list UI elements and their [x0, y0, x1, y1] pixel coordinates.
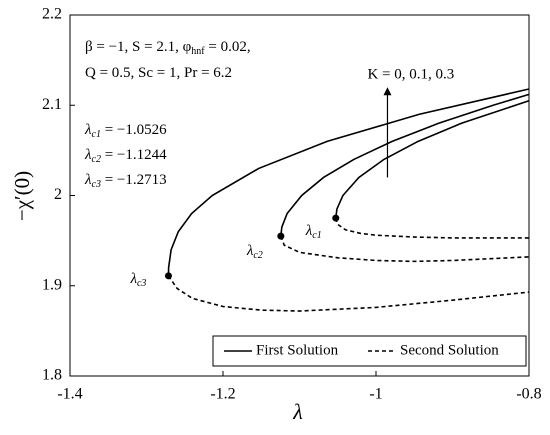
curve: [334, 217, 529, 239]
parameter-line: β = −1, S = 2.1, φhnf = 0.02,: [85, 39, 251, 57]
parameter-line: Q = 0.5, Sc = 1, Pr = 6.2: [85, 65, 232, 81]
legend-label: Second Solution: [400, 342, 499, 358]
y-tick-label: 2.1: [42, 96, 62, 113]
arrow-label: K = 0, 0.1, 0.3: [367, 67, 454, 83]
critical-sub: c1: [312, 230, 321, 241]
note-value: = −1.2713: [101, 172, 167, 188]
critical-sub: c2: [253, 250, 262, 261]
y-tick-label: 2: [54, 186, 62, 203]
note-value: = −1.1244: [101, 147, 167, 163]
critical-point: [332, 214, 340, 222]
note-sub: c2: [92, 154, 101, 165]
curve: [280, 235, 530, 263]
y-tick-label: 1.9: [42, 276, 62, 293]
critical-label: λc3: [129, 271, 146, 289]
x-tick-label: -1.2: [210, 386, 235, 403]
note-symbol: λ: [84, 147, 92, 163]
parameter-sub: hnf: [191, 46, 205, 57]
x-tick-label: -1: [369, 386, 382, 403]
critical-sub: c3: [137, 278, 146, 289]
note-symbol: λ: [84, 172, 92, 188]
note-sub: c3: [92, 179, 101, 190]
legend-label: First Solution: [256, 342, 339, 358]
note-symbol: λ: [84, 122, 92, 138]
y-tick-label: 1.8: [42, 367, 62, 384]
note-value: = −1.0526: [101, 122, 167, 138]
legend: First Solution Second Solution: [212, 335, 527, 367]
critical-point: [164, 272, 172, 280]
critical-symbol: λ: [246, 244, 254, 260]
curve: [167, 275, 530, 312]
note-sub: c1: [92, 129, 101, 140]
parameter-text: = 0.02,: [205, 39, 251, 55]
y-axis-label: −χ′(0): [10, 171, 34, 221]
x-axis-label: λ: [292, 399, 303, 424]
critical-label: λc1: [305, 224, 322, 242]
critical-symbol: λ: [305, 224, 313, 240]
parameter-text: β = −1, S = 2.1, φ: [85, 39, 192, 55]
arrow-head: [383, 87, 392, 96]
curve: [280, 93, 530, 237]
critical-note: λc3 = −1.2713: [84, 172, 167, 190]
critical-note: λc2 = −1.1244: [84, 147, 167, 165]
curve: [334, 99, 530, 219]
y-tick-label: 2.2: [42, 6, 62, 23]
critical-note: λc1 = −1.0526: [84, 122, 167, 140]
critical-point: [277, 232, 285, 240]
curve: [167, 88, 530, 276]
parameter-text: Q = 0.5, Sc = 1, Pr = 6.2: [85, 65, 232, 81]
x-tick-label: -1.4: [57, 386, 82, 403]
critical-label: λc2: [246, 244, 263, 262]
x-tick-label: -0.8: [516, 386, 541, 403]
critical-symbol: λ: [129, 271, 137, 287]
